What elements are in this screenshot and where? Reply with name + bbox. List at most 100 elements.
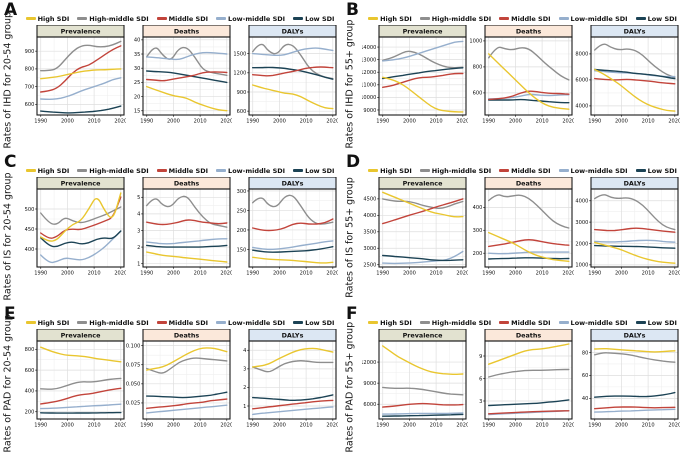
x-tick-label: 2000 [273, 119, 286, 125]
y-tick-label: 25 [134, 80, 140, 86]
subplot-title: Prevalence [61, 27, 102, 35]
series-line-high [40, 68, 122, 80]
x-tick-label: 1990 [588, 423, 601, 429]
panel-letter: B [346, 0, 359, 20]
series-line-high [594, 241, 676, 264]
series-line-middle [382, 72, 464, 88]
x-tick-label: 2020 [326, 271, 338, 277]
series-line-high_middle [382, 198, 464, 209]
series-line-low_middle [252, 240, 334, 251]
legend-swatch-high [368, 169, 379, 172]
legend-item-high: High SDI [25, 318, 70, 327]
series-line-low_middle [146, 238, 228, 245]
legend-label: Low-middle SDI [228, 166, 286, 175]
legend: High SDI High-middle SDI Middle SDI Low-mid… [362, 317, 683, 328]
series-line-middle [488, 239, 570, 248]
legend-label: High-middle SDI [431, 14, 492, 23]
legend-item-high: High SDI [368, 167, 412, 175]
legend-label: High SDI [37, 318, 70, 327]
legend-label: High SDI [37, 14, 70, 23]
x-tick-label: 1990 [246, 271, 259, 277]
series-line-high [40, 192, 122, 242]
subplot-title: DALYs [282, 27, 304, 35]
y-tick-label: 6 [479, 376, 482, 382]
legend-swatch-high [25, 169, 36, 172]
y-tick-label: 12000 [362, 360, 376, 366]
series-line-low_middle [382, 40, 464, 62]
legend-swatch-middle [156, 17, 167, 20]
y-tick-label: 2000 [575, 241, 588, 247]
legend-item-low: Low SDI [635, 167, 677, 175]
legend-item-middle: Middle SDI [156, 15, 208, 23]
series-line-low [40, 411, 122, 414]
legend-item-high: High SDI [368, 319, 412, 327]
legend-swatch-middle [156, 321, 167, 324]
chart-svg: Deaths 1 2 3 4 5 1990 2000 2010 2020 [137, 177, 232, 277]
x-tick-label: 2020 [456, 119, 468, 125]
x-tick-label: 2020 [220, 423, 232, 429]
y-tick-label: 1500 [233, 51, 246, 57]
x-tick-label: 1990 [140, 271, 153, 277]
subplot-dalys: DALYs 40 60 80 1990 2000 2010 2020 [574, 329, 680, 433]
x-tick-label: 1990 [588, 119, 601, 125]
x-tick-label: 1990 [140, 423, 153, 429]
legend-label: High SDI [380, 318, 412, 327]
x-tick-label: 2000 [167, 423, 180, 429]
x-tick-label: 2000 [61, 271, 74, 277]
y-tick-label: 30 [134, 66, 140, 72]
row-axis-label: Rates of PAD for 55+ group [344, 321, 356, 453]
legend-label: High-middle SDI [431, 166, 492, 175]
chart-svg: Prevalence 200 400 600 800 1990 2000 2010 2020 [25, 329, 126, 429]
legend: High SDI High-middle SDI Middle SDI Low-mid… [362, 13, 683, 24]
y-tick-label: 0.025 [126, 401, 140, 407]
series-line-low_middle [594, 408, 676, 413]
subplot-title: DALYs [624, 179, 646, 187]
series-line-low [382, 254, 464, 262]
series-line-middle [146, 398, 228, 409]
chart-svg: Deaths 0.025 0.050 0.075 0.100 1990 2000 2010 20… [126, 329, 232, 429]
y-tick-label: 11000 [362, 83, 376, 89]
chart-svg: Deaths 200 300 400 1990 2000 2010 2020 [473, 177, 574, 277]
panel-E: E Rates of PAD for 20-54 group High SDI H… [0, 304, 342, 455]
panel-D: D Rates of IS for 55+ group High SDI High… [342, 152, 685, 304]
subplot-deaths: Deaths 1 2 3 4 5 1990 2000 2010 2020 [126, 177, 232, 281]
x-tick-label: 1990 [246, 423, 259, 429]
x-tick-label: 2020 [668, 271, 680, 277]
x-tick-label: 2010 [88, 119, 101, 125]
series-line-high [594, 68, 676, 112]
series-line-high_middle [382, 386, 464, 396]
legend-item-low: Low SDI [635, 319, 677, 327]
y-tick-label: 15 [134, 109, 140, 115]
series-line-low [252, 66, 334, 80]
legend-item-low: Low SDI [293, 319, 334, 327]
chart-svg: Prevalence 2500 3000 3500 4000 4500 1990 2000 20… [363, 177, 468, 277]
series-line-low_middle [252, 406, 334, 416]
y-tick-label: 9 [479, 354, 482, 360]
series-line-low [488, 257, 570, 260]
charts-row: Prevalence 2500 3000 3500 4000 4500 1990 2000 20… [362, 177, 683, 281]
x-tick-label: 2010 [88, 271, 101, 277]
legend-item-middle: Middle SDI [499, 167, 551, 175]
x-tick-label: 2010 [300, 271, 313, 277]
panel-C: C Rates of IS for 20-54 group High SDI Hi… [0, 152, 342, 304]
x-tick-label: 2020 [562, 423, 574, 429]
x-tick-label: 2000 [509, 119, 522, 125]
y-tick-label: 300 [473, 228, 483, 234]
subplot-title: Deaths [174, 179, 200, 187]
y-tick-label: 60 [582, 373, 588, 379]
y-tick-label: 9000 [363, 108, 376, 114]
legend-label: High-middle SDI [89, 14, 149, 23]
y-tick-label: 200 [25, 410, 35, 416]
legend: High SDI High-middle SDI Middle SDI Low-mid… [20, 165, 340, 176]
legend-swatch-high_middle [77, 321, 88, 324]
legend-item-high_middle: High-middle SDI [419, 166, 492, 175]
legend-swatch-middle [499, 17, 510, 20]
x-tick-label: 2000 [61, 423, 74, 429]
panel-F: F Rates of PAD for 55+ group High SDI Hig… [342, 304, 685, 455]
y-tick-label: 8000 [575, 52, 588, 58]
series-line-middle [252, 218, 334, 232]
series-line-low [40, 230, 122, 248]
x-tick-label: 1990 [246, 119, 259, 125]
legend-label: High SDI [380, 14, 412, 23]
charts-row: Prevalence 600 700 800 900 1990 2000 2010 2020 De… [20, 25, 340, 129]
